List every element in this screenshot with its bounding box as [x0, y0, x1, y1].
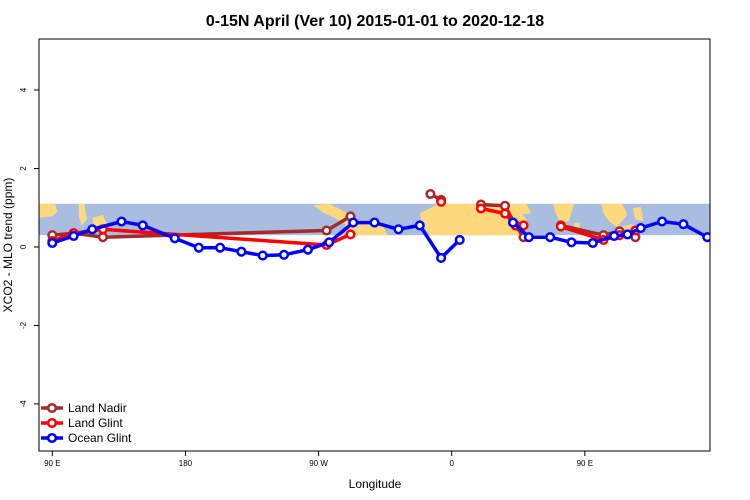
plot-frame	[38, 38, 711, 452]
land-glint-point	[499, 208, 511, 219]
x-tick-label: 0	[449, 459, 454, 468]
ocean-glint-point	[169, 233, 180, 244]
ocean-glint-point	[566, 237, 577, 248]
x-tick-label: 90 W	[309, 459, 328, 468]
land-nadir-point	[499, 200, 511, 211]
series-layer	[47, 188, 710, 263]
ocean-glint-point	[68, 230, 79, 242]
ocean-glint-point	[369, 217, 380, 228]
chart-title: 0-15N April (Ver 10) 2015-01-01 to 2020-…	[206, 13, 544, 30]
legend-swatch-marker	[46, 417, 58, 429]
ocean-glint-point	[587, 237, 598, 249]
ocean-glint-point	[507, 217, 519, 228]
ocean-glint-point	[635, 223, 646, 234]
ocean-glint-point	[523, 232, 534, 243]
ocean-glint-point	[436, 252, 447, 263]
legend-label: Ocean Glint	[68, 431, 132, 445]
land-glint-point	[345, 229, 356, 240]
legend-item-land-nadir: Land Nadir	[41, 401, 127, 415]
y-tick-label: -4	[19, 400, 28, 408]
ocean-glint-point	[657, 216, 668, 227]
legend-label: Land Nadir	[68, 401, 127, 415]
legend-swatch-marker	[46, 432, 58, 444]
ocean-glint-point	[393, 224, 404, 235]
ocean-glint-point	[678, 219, 689, 230]
legend-label: Land Glint	[68, 416, 123, 430]
land-philippines	[632, 206, 644, 222]
ocean-glint-point	[47, 237, 58, 249]
ocean-glint-point	[137, 220, 148, 231]
ocean-glint-point	[257, 250, 268, 261]
y-tick-label: 2	[19, 166, 28, 171]
land-glint-point	[555, 221, 566, 232]
x-axis: 90 E 180 90 W 0 90 E	[44, 451, 593, 468]
x-tick-label: 90 E	[44, 459, 60, 468]
land-glint-point	[475, 203, 487, 214]
ocean-glint-point	[215, 242, 226, 253]
ocean-glint-point	[87, 224, 98, 235]
ocean-glint-point	[302, 244, 313, 255]
y-axis: -4 -2 0 2 4	[19, 87, 39, 407]
ocean-glint-point	[702, 232, 710, 243]
ocean-glint-point	[414, 220, 425, 231]
legend-item-land-glint: Land Glint	[41, 416, 123, 430]
land-asia-west	[39, 203, 58, 218]
land-glint-point	[518, 220, 529, 231]
ocean-glint-point	[116, 216, 127, 227]
ocean-glint-point	[609, 230, 620, 242]
x-axis-label: Longitude	[349, 477, 402, 491]
ocean-glint-point	[236, 246, 247, 257]
land-indochina	[78, 203, 87, 226]
ocean-glint-point	[545, 232, 556, 243]
x-tick-label: 180	[179, 459, 193, 468]
land-nadir-line	[480, 202, 526, 239]
y-axis-label: XCO2 - MLO trend (ppm)	[1, 178, 15, 313]
x-tick-label: 90 E	[577, 459, 593, 468]
ocean-glint-point	[324, 237, 335, 248]
y-tick-label: 4	[19, 87, 28, 92]
series-ocean-glint	[47, 216, 710, 263]
land-india	[552, 203, 575, 223]
ocean-glint-point	[454, 234, 465, 245]
ocean-glint-point	[348, 217, 359, 228]
ocean-glint-point	[278, 249, 290, 260]
land-glint-point	[436, 196, 447, 207]
ocean-glint-point	[193, 242, 204, 253]
ocean-glint-point	[622, 229, 633, 240]
land-nadir-point	[425, 188, 436, 200]
y-tick-label: 0	[19, 244, 28, 249]
legend-swatch-marker	[46, 402, 58, 414]
land-nadir-point	[97, 232, 108, 243]
legend-item-ocean-glint: Ocean Glint	[41, 431, 132, 445]
land-nadir-point	[321, 225, 332, 236]
land-shapes	[39, 203, 644, 236]
y-tick-label: -2	[19, 321, 28, 329]
land-indochina-2	[600, 203, 628, 228]
